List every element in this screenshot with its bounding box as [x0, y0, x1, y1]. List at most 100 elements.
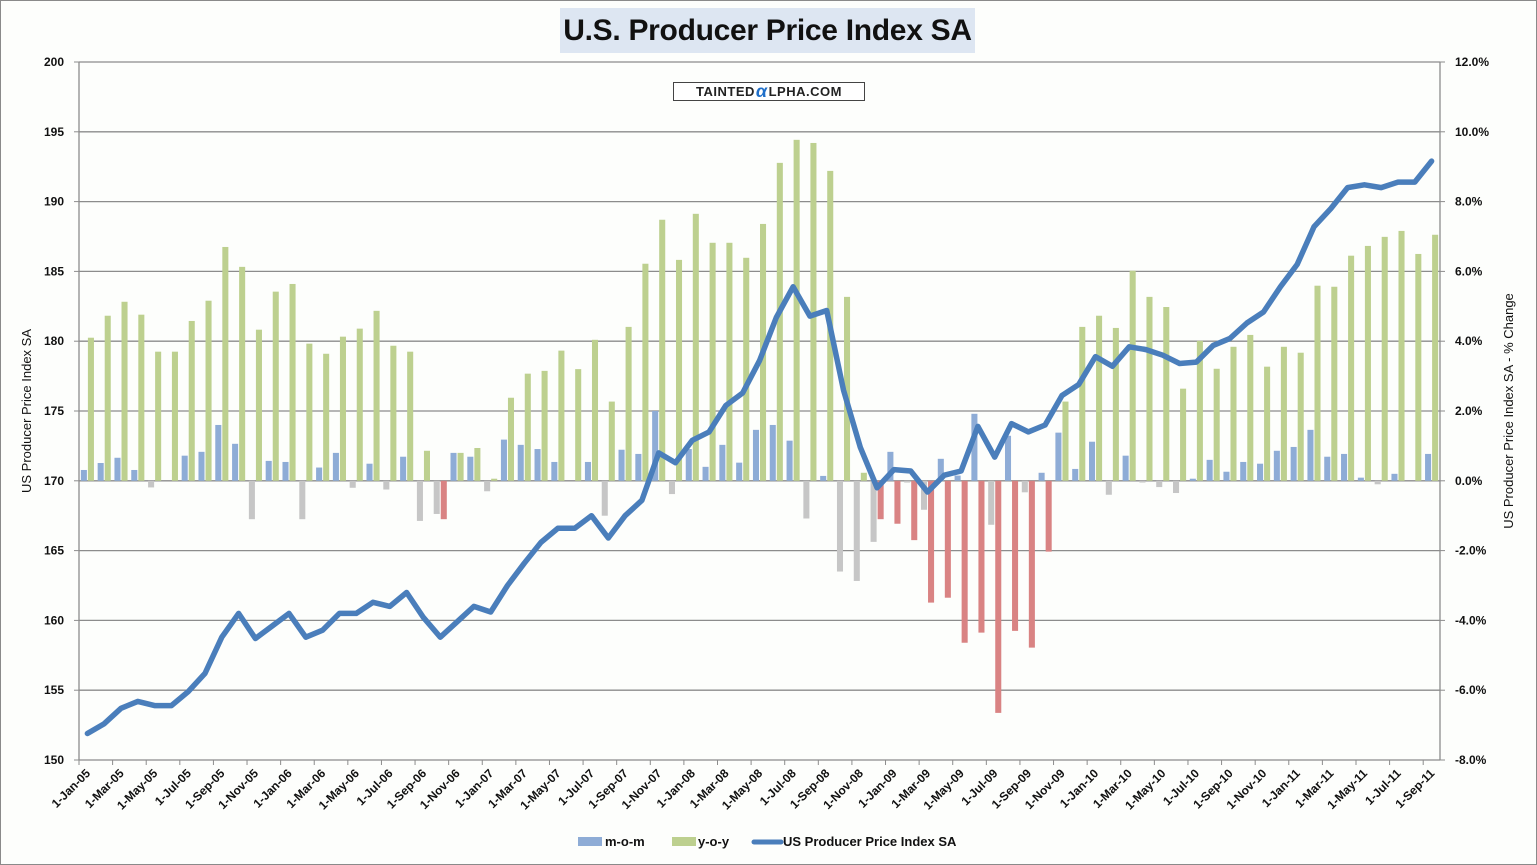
bar-yoy	[339, 336, 346, 481]
bar-yoy	[289, 283, 296, 481]
bar-yoy	[1381, 236, 1388, 481]
bar-mom	[1122, 455, 1129, 481]
bar-mom	[97, 463, 104, 481]
bar-mom	[988, 480, 995, 525]
bar-yoy	[995, 480, 1002, 713]
bar-mom	[1391, 473, 1398, 481]
bar-mom	[198, 451, 205, 481]
bar-yoy	[255, 329, 262, 481]
bar-mom	[181, 455, 188, 481]
bar-mom	[467, 456, 474, 481]
bar-yoy	[776, 162, 783, 481]
bar-mom	[1324, 456, 1331, 481]
bar-yoy	[474, 447, 481, 481]
bar-mom	[584, 461, 591, 481]
bar-yoy	[1045, 480, 1052, 552]
bar-mom	[702, 466, 709, 481]
bar-mom	[299, 480, 306, 520]
bar-yoy	[155, 351, 162, 481]
watermark-logo: TAINTED α LPHA.COM	[673, 81, 865, 101]
bar-mom	[534, 449, 541, 481]
bar-yoy	[272, 291, 279, 481]
bar-yoy	[1247, 334, 1254, 481]
bar-mom	[1223, 471, 1230, 481]
bar-mom	[114, 457, 121, 481]
y-tick-label-left: 175	[44, 404, 64, 418]
bar-mom	[316, 467, 323, 481]
bar-yoy	[1079, 326, 1086, 481]
bar-yoy	[440, 480, 447, 520]
legend-label-mom: m-o-m	[605, 834, 645, 849]
bar-mom	[937, 458, 944, 481]
bar-mom	[635, 453, 642, 481]
bar-yoy	[239, 266, 246, 481]
bar-yoy	[944, 480, 951, 598]
bar-mom	[517, 444, 524, 481]
legend-label-yoy: y-o-y	[698, 834, 730, 849]
bar-mom	[148, 480, 155, 488]
bar-mom	[887, 451, 894, 481]
bar-series	[80, 139, 1439, 713]
bar-yoy	[1314, 285, 1321, 481]
bar-yoy	[1297, 352, 1304, 481]
bar-mom	[1257, 463, 1264, 481]
bar-yoy	[1213, 368, 1220, 481]
bar-yoy	[659, 219, 666, 481]
bar-yoy	[1348, 255, 1355, 481]
bar-mom	[232, 443, 239, 481]
bar-mom	[1240, 461, 1247, 481]
bar-mom	[752, 429, 759, 481]
bar-mom	[1038, 472, 1045, 481]
bar-yoy	[810, 142, 817, 481]
bar-mom	[349, 480, 356, 488]
bar-mom	[971, 413, 978, 481]
bar-yoy	[1012, 480, 1019, 631]
bar-yoy	[1415, 253, 1422, 481]
bar-yoy	[860, 472, 867, 481]
bar-mom	[1341, 453, 1348, 481]
bar-yoy	[961, 480, 968, 643]
y-tick-label-right: 0.0%	[1455, 474, 1483, 488]
bar-yoy	[575, 369, 582, 481]
y-tick-label-right: -4.0%	[1455, 613, 1487, 627]
bar-yoy	[1096, 315, 1103, 481]
bar-mom	[1105, 480, 1112, 495]
chart-title: U.S. Producer Price Index SA	[563, 13, 972, 47]
y-tick-label-right: 8.0%	[1455, 195, 1483, 209]
bar-yoy	[1163, 306, 1170, 481]
bar-yoy	[726, 242, 733, 481]
bar-yoy	[877, 480, 884, 520]
bar-yoy	[171, 351, 178, 481]
bar-mom	[1139, 480, 1146, 483]
bar-mom	[332, 452, 339, 481]
bar-mom	[954, 475, 961, 481]
bar-mom	[1004, 435, 1012, 481]
bar-mom	[433, 480, 440, 514]
bar-yoy	[743, 257, 750, 481]
bar-yoy	[709, 242, 716, 481]
bar-yoy	[591, 339, 599, 481]
bar-mom	[551, 461, 558, 481]
y-tick-label-right: 12.0%	[1455, 55, 1489, 69]
bar-mom	[1290, 446, 1297, 481]
legend-label-line: US Producer Price Index SA	[783, 834, 957, 849]
bar-yoy	[373, 310, 380, 481]
bar-yoy	[121, 301, 128, 481]
line-series	[84, 158, 1435, 737]
bar-yoy	[608, 401, 615, 481]
bar-mom	[803, 480, 810, 519]
bar-mom	[131, 469, 138, 481]
y-tick-label-left: 150	[44, 753, 64, 767]
y-tick-label-right: 2.0%	[1455, 404, 1483, 418]
bar-yoy	[390, 345, 397, 481]
bar-yoy	[1062, 401, 1069, 481]
y-tick-label-left: 160	[44, 613, 64, 627]
bar-mom	[904, 480, 911, 483]
bar-mom	[1055, 432, 1062, 481]
bar-yoy	[642, 263, 649, 481]
bar-mom	[1425, 453, 1432, 481]
bar-yoy	[356, 328, 363, 481]
y-tick-label-right: 10.0%	[1455, 125, 1489, 139]
bar-mom	[1089, 441, 1096, 481]
